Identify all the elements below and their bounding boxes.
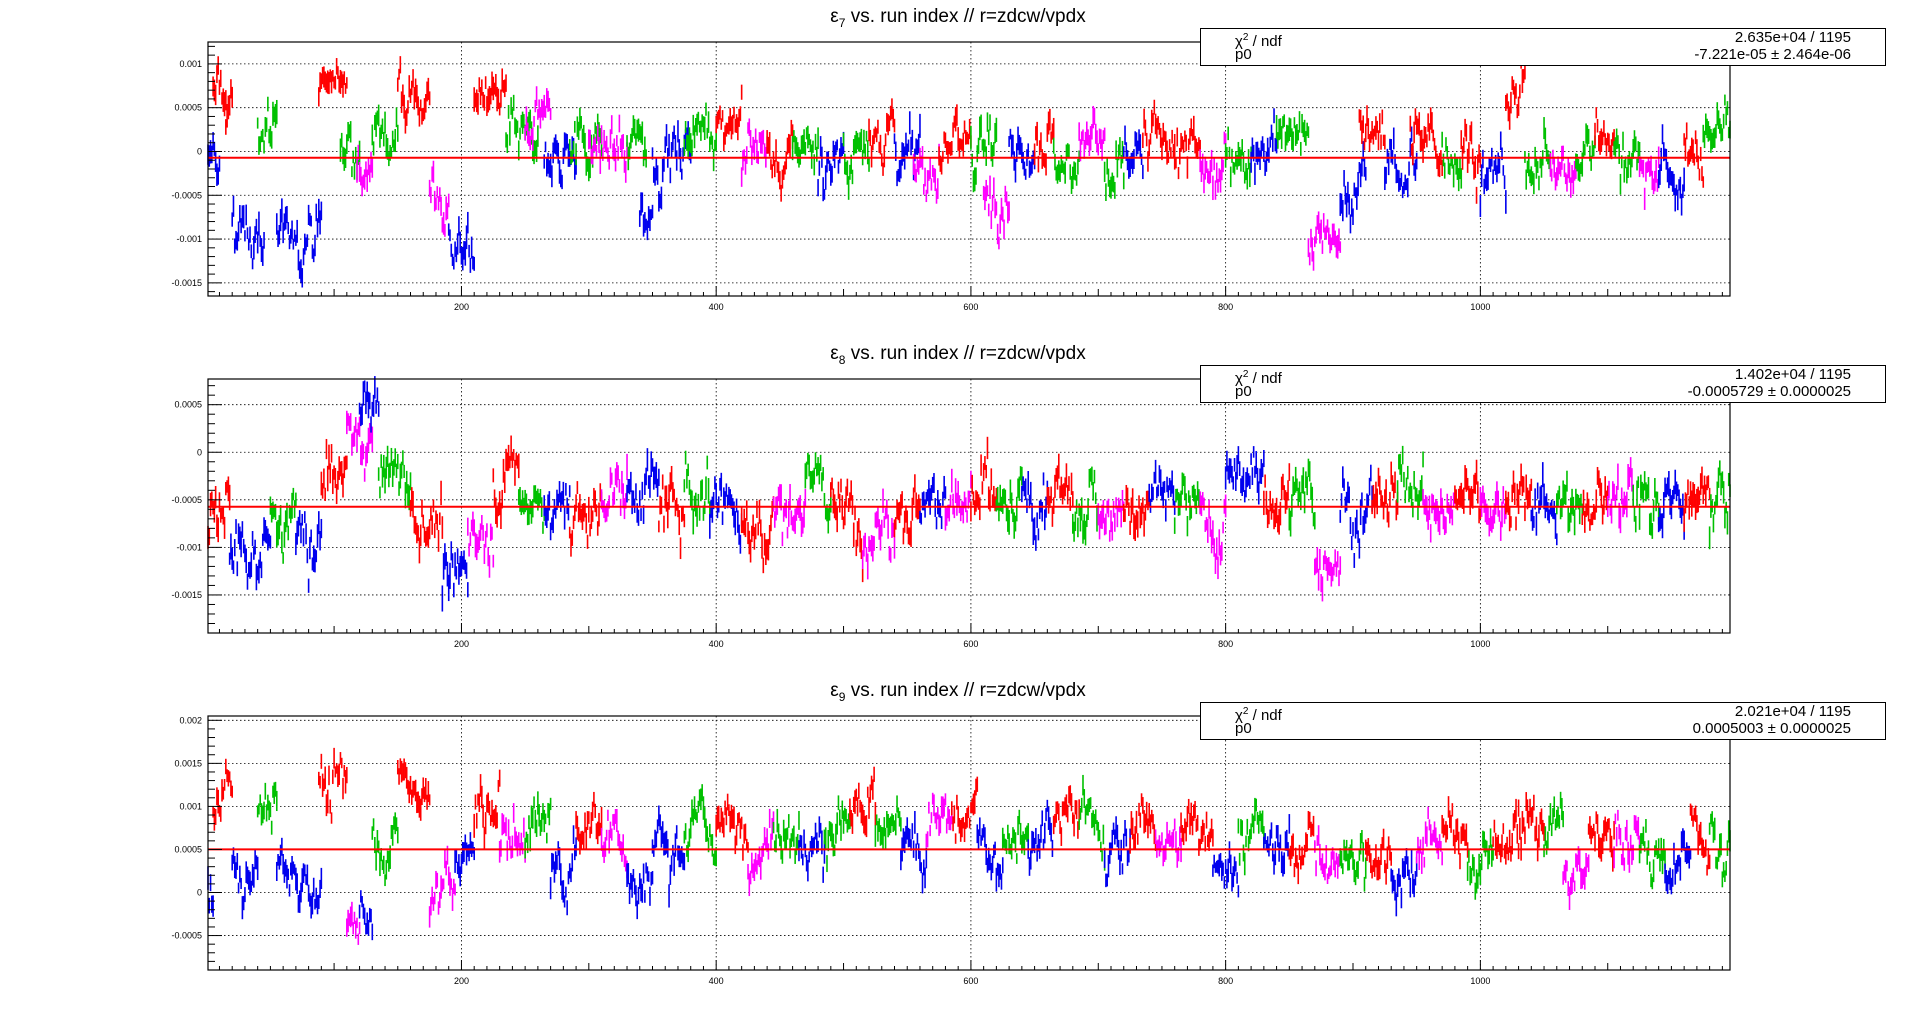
stats-p0-value: -0.0005729 ± 0.0000025 — [1687, 383, 1851, 400]
x-tick-label: 200 — [454, 639, 469, 649]
chart-title-eps7: ε7 vs. run index // r=zdcw/vpdx — [830, 6, 1086, 30]
chart-panel-eps9: 200 400 600 800 1000 -0.0005 0 0.0005 0.001 0.001… — [0, 674, 1916, 1010]
stats-chi2-value: 1.402e+04 / 1195 — [1734, 366, 1851, 383]
x-tick-label: 1000 — [1470, 639, 1490, 649]
x-tick-label: 400 — [709, 302, 724, 312]
chart-panel-eps7: 200 400 600 800 1000 -0.0015 -0.001 -0.0005 0 0.0… — [0, 0, 1916, 336]
stats-chi2-value: 2.021e+04 / 1195 — [1734, 703, 1851, 720]
chart-svg-eps9: 200 400 600 800 1000 -0.0005 0 0.0005 0.001 0.001… — [171, 715, 1731, 986]
chart-svg-eps7: 200 400 600 800 1000 -0.0015 -0.001 -0.0005 0 0.0… — [171, 41, 1731, 312]
y-tick-label: -0.001 — [176, 542, 202, 552]
x-tick-label: 400 — [709, 639, 724, 649]
plot-frame — [207, 41, 1731, 297]
x-tick-label: 600 — [963, 302, 978, 312]
x-tick-label: 400 — [709, 976, 724, 986]
grid-lines — [208, 42, 1730, 296]
stats-chi2-label: χ2 / ndf — [1235, 369, 1282, 387]
fit-stats-box-eps8: χ2 / ndf 1.402e+04 / 1195 p0 -0.0005729 ± … — [1200, 365, 1886, 403]
stats-chi2-label: χ2 / ndf — [1235, 706, 1282, 724]
fit-stats-box-eps7: χ2 / ndf 2.635e+04 / 1195 p0 -7.221e-05 ± … — [1200, 28, 1886, 66]
stats-chi2-value: 2.635e+04 / 1195 — [1734, 29, 1851, 46]
chart-panel-eps8: 200 400 600 800 1000 -0.0015 -0.001 -0.0005 0 0.0… — [0, 337, 1916, 673]
x-tick-label: 800 — [1218, 639, 1233, 649]
y-tick-label: -0.0005 — [171, 931, 202, 941]
y-tick-label: 0.001 — [179, 59, 202, 69]
data-points — [207, 56, 1731, 288]
y-tick-label: 0 — [197, 146, 202, 156]
y-tick-label: 0 — [197, 888, 202, 898]
data-points — [207, 747, 1731, 945]
y-tick-label: 0.0005 — [174, 103, 202, 113]
stats-p0-label: p0 — [1235, 383, 1252, 400]
y-tick-label: 0.002 — [179, 715, 202, 725]
x-tick-label: 200 — [454, 976, 469, 986]
x-tick-label: 600 — [963, 976, 978, 986]
y-tick-label: -0.0005 — [171, 495, 202, 505]
y-tick-label: -0.0015 — [171, 590, 202, 600]
stats-p0-label: p0 — [1235, 720, 1252, 737]
y-tick-label: 0.0005 — [174, 844, 202, 854]
stats-chi2-label: χ2 / ndf — [1235, 32, 1282, 50]
fit-stats-box-eps9: χ2 / ndf 2.021e+04 / 1195 p0 0.0005003 ± 0… — [1200, 702, 1886, 740]
x-tick-label: 1000 — [1470, 976, 1490, 986]
y-tick-label: -0.0005 — [171, 190, 202, 200]
y-tick-label: 0 — [197, 447, 202, 457]
y-tick-label: -0.0015 — [171, 278, 202, 288]
chart-svg-eps8: 200 400 600 800 1000 -0.0015 -0.001 -0.0005 0 0.0… — [171, 376, 1731, 649]
y-tick-label: 0.0015 — [174, 758, 202, 768]
x-tick-label: 600 — [963, 639, 978, 649]
data-points — [207, 376, 1731, 612]
plot-frame — [207, 378, 1731, 634]
x-tick-label: 1000 — [1470, 302, 1490, 312]
y-tick-label: 0.001 — [179, 801, 202, 811]
y-tick-label: -0.001 — [176, 234, 202, 244]
stats-p0-label: p0 — [1235, 46, 1252, 63]
stats-p0-value: -7.221e-05 ± 2.464e-06 — [1694, 46, 1851, 63]
y-tick-label: 0.0005 — [174, 400, 202, 410]
x-tick-label: 800 — [1218, 976, 1233, 986]
x-tick-label: 200 — [454, 302, 469, 312]
chart-title-eps9: ε9 vs. run index // r=zdcw/vpdx — [830, 680, 1086, 704]
x-tick-label: 800 — [1218, 302, 1233, 312]
chart-title-eps8: ε8 vs. run index // r=zdcw/vpdx — [830, 343, 1086, 367]
plot-frame — [207, 715, 1731, 971]
stats-p0-value: 0.0005003 ± 0.0000025 — [1692, 720, 1851, 737]
